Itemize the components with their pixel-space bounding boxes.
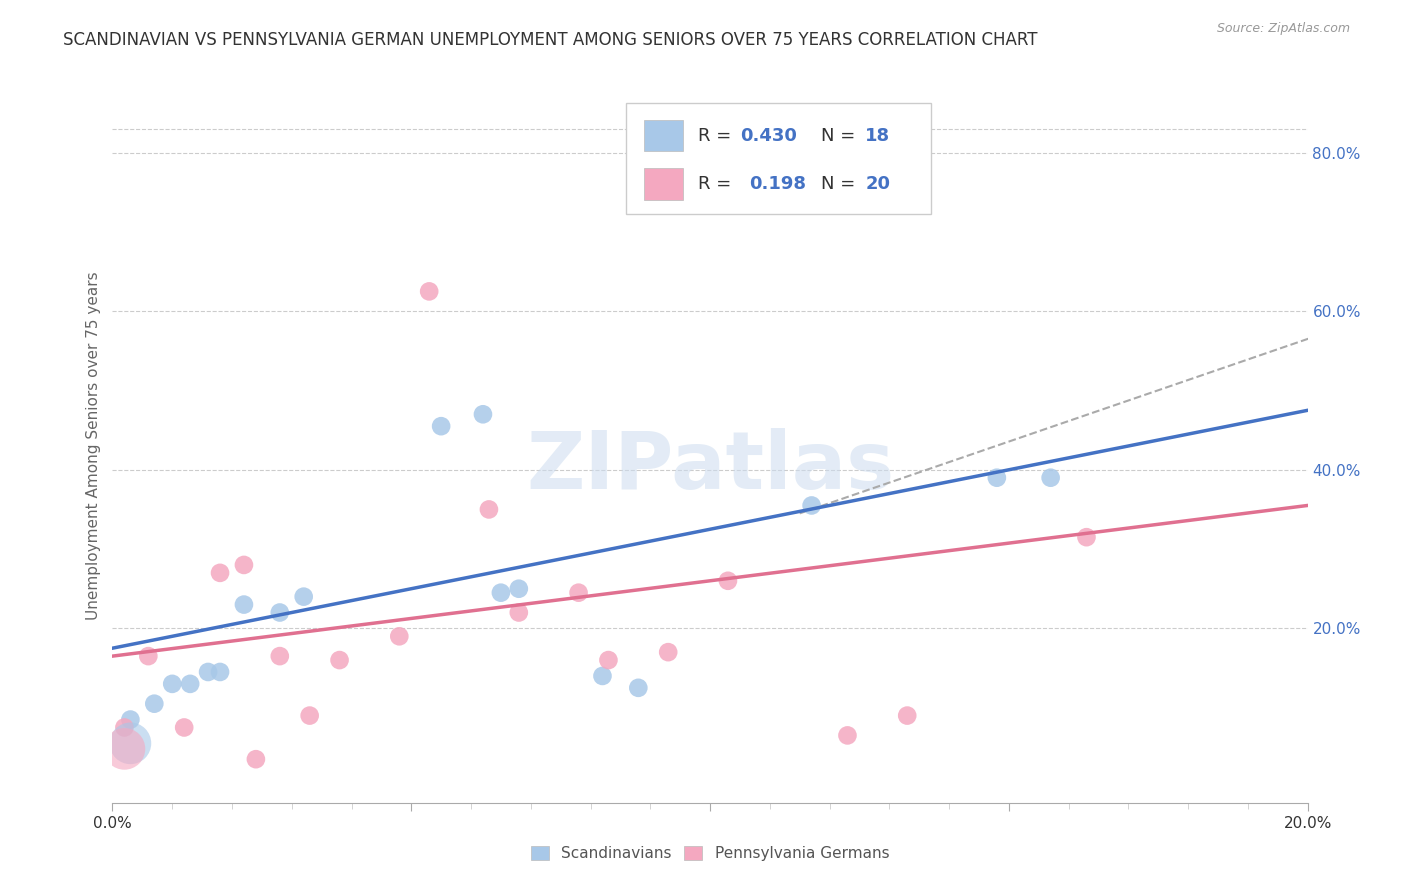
Text: 20: 20 xyxy=(866,175,890,193)
Point xyxy=(298,708,321,723)
Point xyxy=(592,669,614,683)
Point xyxy=(1039,471,1062,485)
Text: Source: ZipAtlas.com: Source: ZipAtlas.com xyxy=(1216,22,1350,36)
Point xyxy=(197,665,219,679)
Point xyxy=(717,574,740,588)
Point xyxy=(292,590,315,604)
Point xyxy=(114,742,135,756)
Point xyxy=(568,585,591,599)
Point xyxy=(896,708,918,723)
Point xyxy=(209,566,232,580)
Point xyxy=(233,558,256,572)
Point xyxy=(986,471,1008,485)
Point xyxy=(430,419,453,434)
Text: R =: R = xyxy=(699,175,742,193)
Point xyxy=(233,598,256,612)
Point xyxy=(627,681,650,695)
Point xyxy=(1076,530,1098,544)
Y-axis label: Unemployment Among Seniors over 75 years: Unemployment Among Seniors over 75 years xyxy=(86,272,101,620)
Text: N =: N = xyxy=(821,175,860,193)
Point xyxy=(800,499,823,513)
Point xyxy=(388,629,411,643)
Point xyxy=(120,713,142,727)
Point xyxy=(138,649,160,664)
Text: R =: R = xyxy=(699,127,737,145)
Text: 18: 18 xyxy=(866,127,890,145)
Point xyxy=(837,728,859,742)
Point xyxy=(114,721,135,735)
Point xyxy=(173,721,195,735)
Point xyxy=(418,285,440,299)
Text: 0.430: 0.430 xyxy=(740,127,797,145)
Point xyxy=(329,653,352,667)
Point xyxy=(143,697,166,711)
Legend: Scandinavians, Pennsylvania Germans: Scandinavians, Pennsylvania Germans xyxy=(524,839,896,867)
Point xyxy=(162,677,183,691)
FancyBboxPatch shape xyxy=(627,103,931,214)
Point xyxy=(508,606,530,620)
Text: SCANDINAVIAN VS PENNSYLVANIA GERMAN UNEMPLOYMENT AMONG SENIORS OVER 75 YEARS COR: SCANDINAVIAN VS PENNSYLVANIA GERMAN UNEM… xyxy=(63,31,1038,49)
Text: N =: N = xyxy=(821,127,860,145)
FancyBboxPatch shape xyxy=(644,169,682,200)
Point xyxy=(657,645,679,659)
Point xyxy=(209,665,232,679)
Point xyxy=(598,653,620,667)
Text: 0.198: 0.198 xyxy=(749,175,807,193)
Point xyxy=(245,752,267,766)
FancyBboxPatch shape xyxy=(644,120,682,152)
Point xyxy=(472,407,495,421)
Point xyxy=(179,677,201,691)
Point xyxy=(489,585,512,599)
Point xyxy=(478,502,501,516)
Text: ZIPatlas: ZIPatlas xyxy=(526,428,894,507)
Point xyxy=(508,582,530,596)
Point xyxy=(269,606,291,620)
Point xyxy=(120,736,142,750)
Point xyxy=(269,649,291,664)
